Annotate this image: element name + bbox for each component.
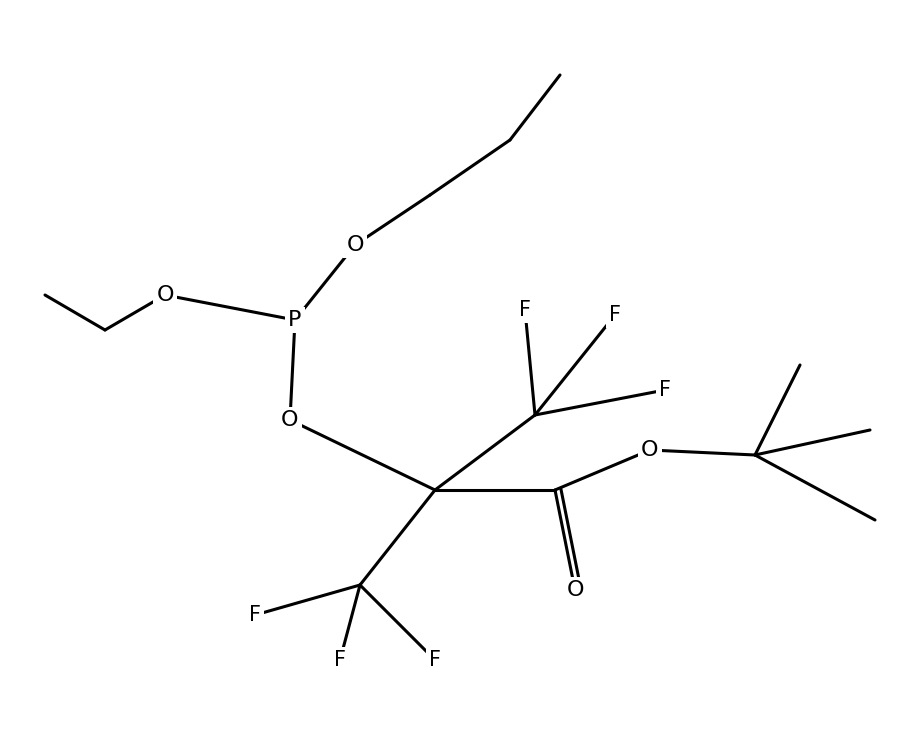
Text: O: O [642,440,659,460]
Text: F: F [334,650,346,670]
Text: O: O [156,285,174,305]
Text: F: F [609,305,621,325]
Text: O: O [346,235,364,255]
Text: O: O [566,580,584,600]
Text: F: F [659,380,671,400]
Text: O: O [281,410,298,430]
Text: F: F [429,650,441,670]
Text: F: F [249,605,261,625]
Text: P: P [288,310,302,330]
Text: F: F [519,300,531,320]
